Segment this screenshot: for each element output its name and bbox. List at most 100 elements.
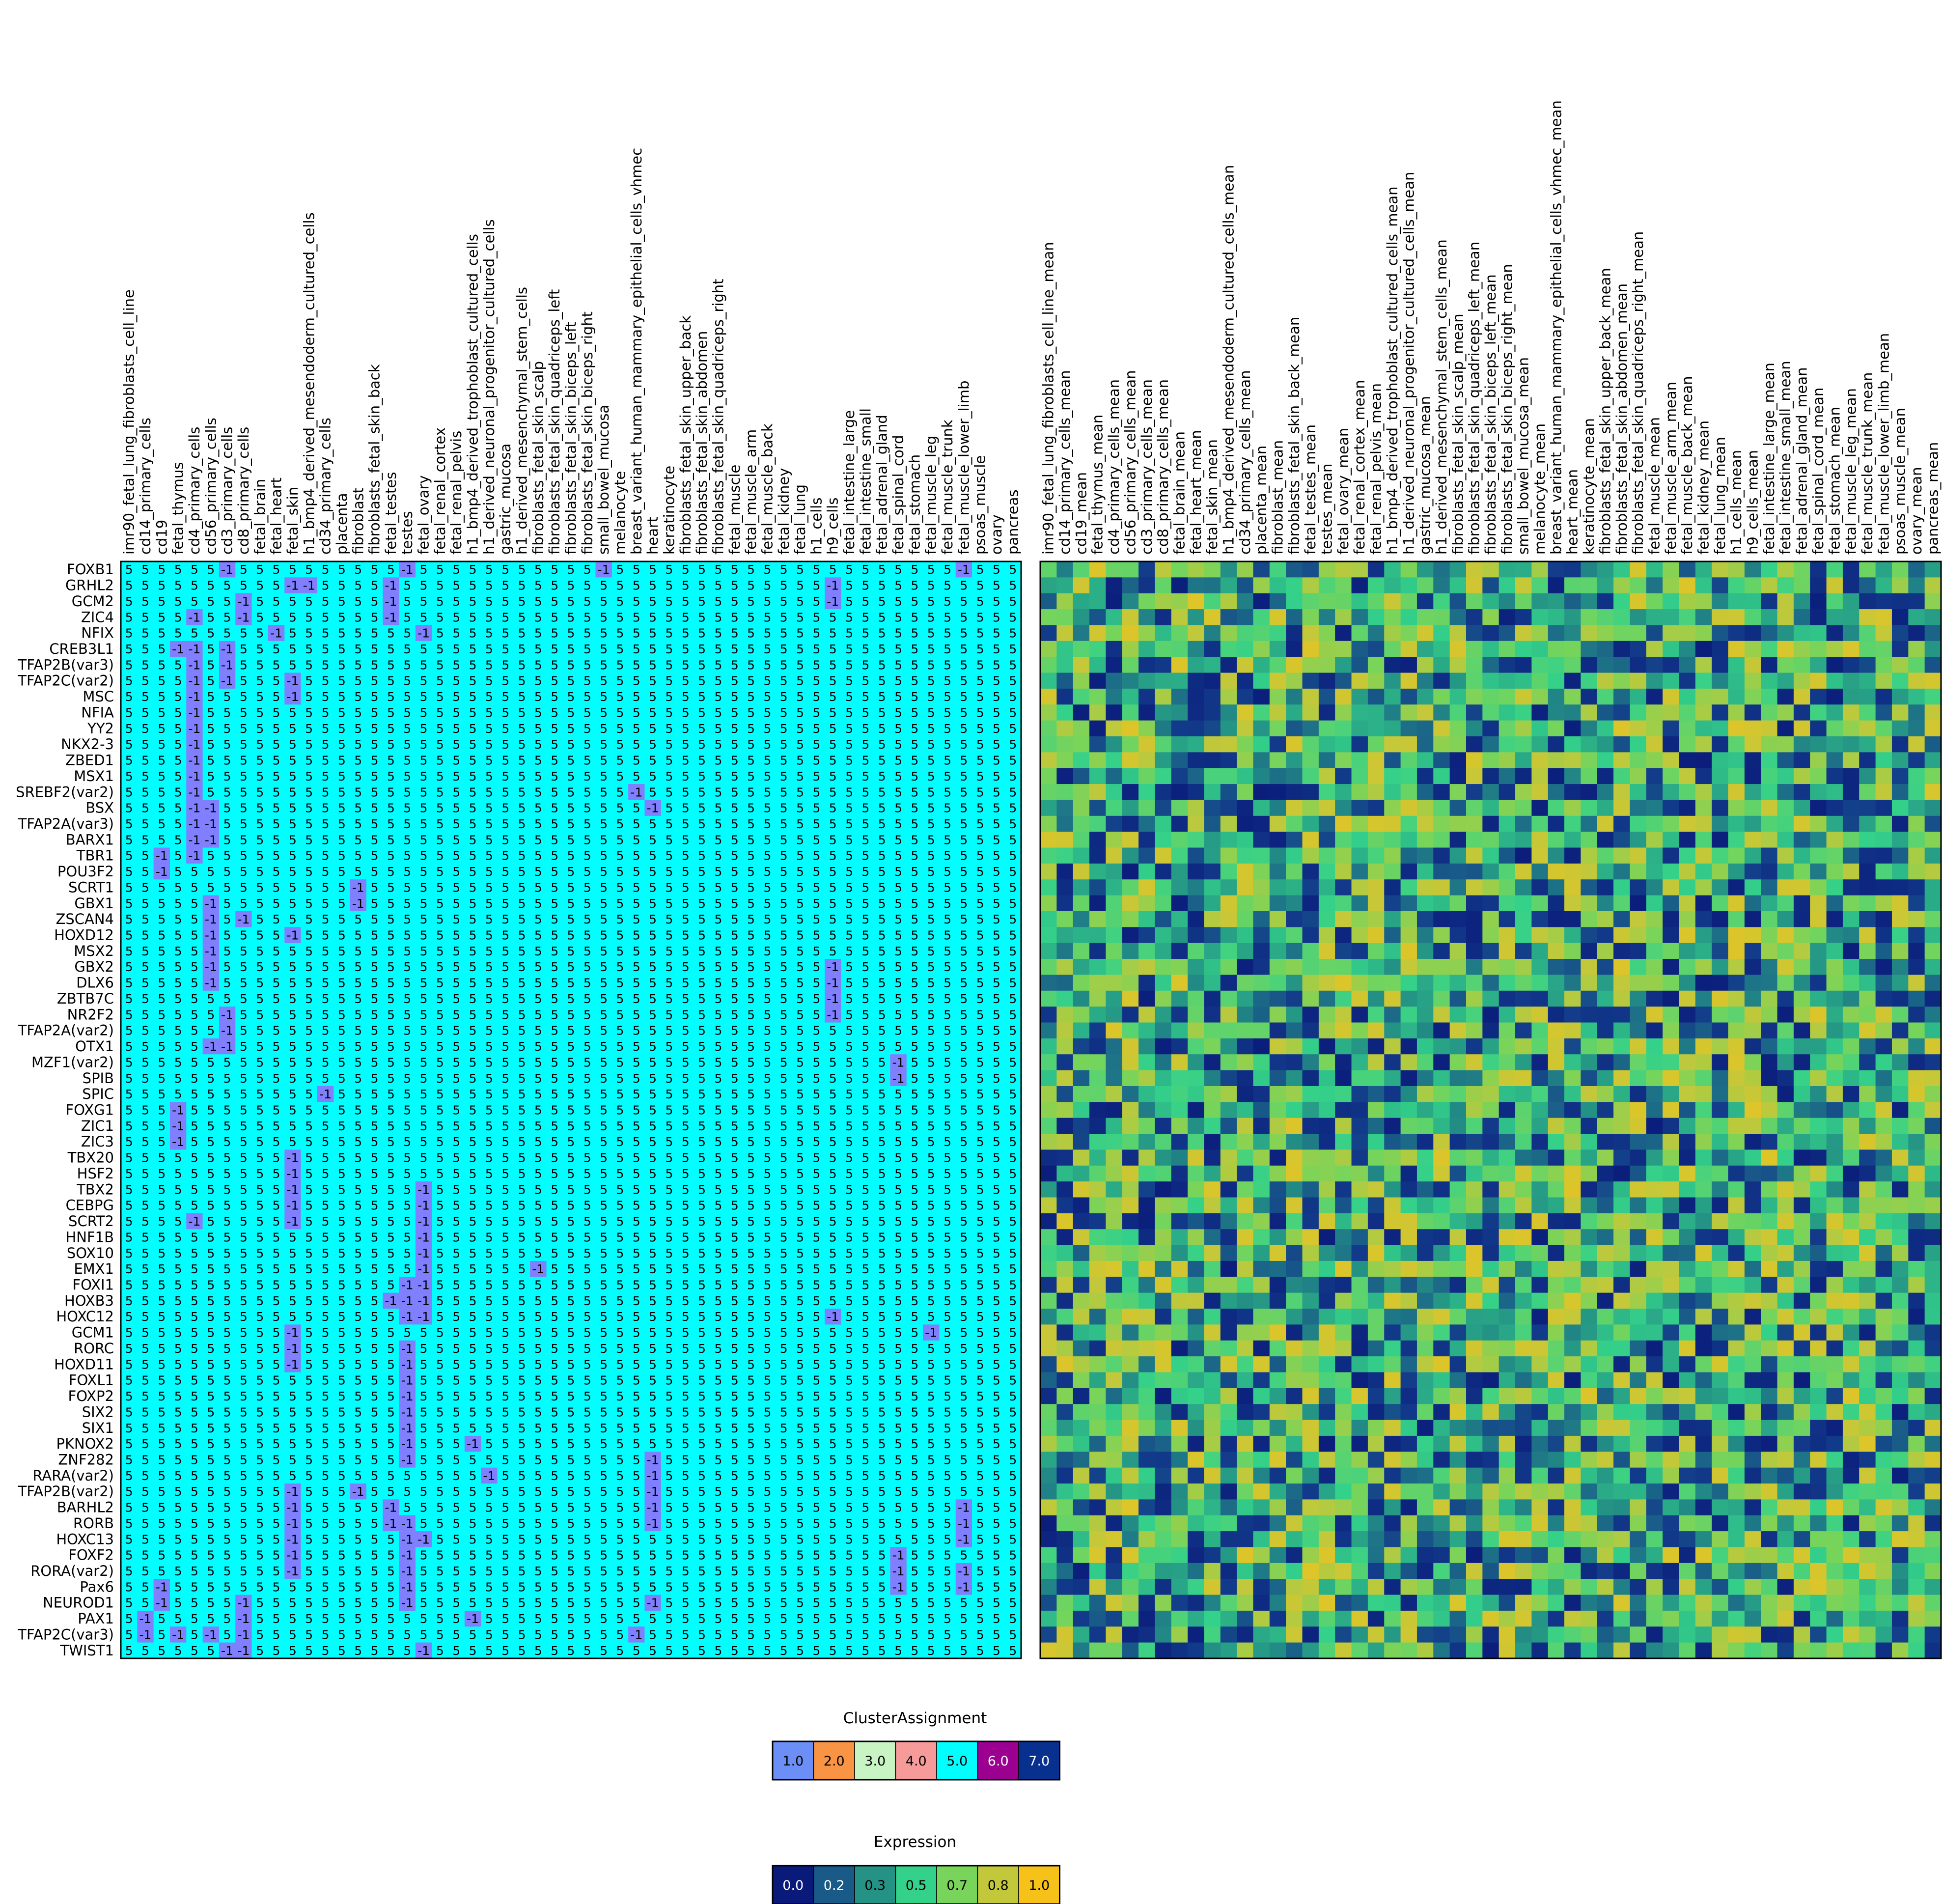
cluster-cell-label: 5 [551, 928, 558, 943]
cluster-cell-label: 5 [616, 1262, 624, 1276]
cluster-cell-label: 5 [1009, 865, 1017, 879]
cluster-cell-label: 5 [338, 705, 346, 720]
cluster-cell-label: 5 [993, 880, 1000, 895]
cluster-cell-label: 5 [960, 817, 968, 831]
cluster-cell-label: 5 [747, 785, 755, 799]
cluster-cell-label: 5 [322, 769, 330, 784]
cluster-cell-label: 5 [861, 912, 869, 926]
cluster-cell-label: 5 [993, 1055, 1000, 1069]
cluster-cell-label: 5 [469, 722, 477, 736]
cluster-cell-label: 5 [567, 754, 575, 768]
cluster-cell-label: 5 [894, 1024, 902, 1038]
cluster-cell [186, 593, 203, 610]
cluster-cell-label: 5 [125, 865, 133, 879]
cluster-cell-label: 5 [501, 880, 509, 895]
cluster-cell-label: 5 [452, 960, 460, 974]
cluster-cell-label: 5 [714, 880, 722, 895]
cluster-cell-label: 5 [731, 1039, 739, 1054]
cluster-cell-label: 5 [551, 817, 558, 831]
cluster-cell-label: 5 [747, 1199, 755, 1213]
cluster-cell-label: 5 [371, 849, 379, 863]
cluster-cell-label: 5 [845, 1262, 853, 1276]
cluster-cell-label: 5 [894, 849, 902, 863]
cluster-cell-label: 5 [322, 976, 330, 990]
cluster-cell-label: 5 [174, 880, 182, 895]
cluster-cell-label: 5 [289, 610, 297, 624]
cluster-cell-label: 5 [812, 1024, 820, 1038]
cluster-cell-label: 5 [829, 1119, 837, 1133]
cluster-cell-label: 5 [666, 610, 673, 624]
cluster-cell-label: 5 [371, 976, 379, 990]
cluster-cell-label: 5 [747, 1119, 755, 1133]
cluster-cell-label: 5 [125, 626, 133, 641]
cluster-cell-label: 5 [403, 674, 411, 688]
cluster-cell-label: 5 [387, 1119, 395, 1133]
cluster-cell-label: 5 [240, 690, 248, 704]
cluster-cell-label: 5 [452, 1135, 460, 1149]
cluster-cell-label: 5 [469, 610, 477, 624]
cluster-cell-label: 5 [616, 642, 624, 656]
cluster-heatmap: 5 5 5 5 5 5 -1 5 5 5 5 5 5 5 5 5 5 -1 5 5 5 5 5 5 5 5 5 5 5 -1 5 5 5 5 5 5 5… [120, 560, 1022, 1659]
cluster-cell-label: 5 [698, 960, 706, 974]
cluster-cell-label: 5 [861, 1008, 869, 1022]
cluster-cell-label: 5 [600, 705, 608, 720]
cluster-cell-label: 5 [223, 769, 231, 784]
cluster-cell-label: 5 [649, 944, 657, 958]
cluster-cell-label: 5 [403, 1230, 411, 1244]
cluster-cell-label: 5 [682, 1199, 690, 1213]
cluster-cell-label: 5 [240, 976, 248, 990]
cluster-cell-label: 5 [174, 801, 182, 815]
cluster-cell-label: 5 [911, 1135, 918, 1149]
cluster-cell-label: 5 [861, 1039, 869, 1054]
cluster-cell-label: 5 [371, 594, 379, 609]
cluster-cell-label: 5 [763, 928, 771, 943]
cluster-cell-label: 5 [452, 992, 460, 1006]
cluster-cell-label: 5 [240, 1199, 248, 1213]
cluster-cell-label: 5 [861, 817, 869, 831]
cluster-cell-label: 5 [780, 1135, 788, 1149]
cluster-cell-label: 5 [518, 928, 526, 943]
cluster-cell-label: 5 [158, 785, 166, 799]
cluster-cell-label: 5 [812, 992, 820, 1006]
cluster-cell-label: 5 [927, 865, 935, 879]
cluster-cell-label: 5 [371, 944, 379, 958]
cluster-cell-label: 5 [780, 865, 788, 879]
cluster-cell-label: 5 [273, 1214, 280, 1229]
cluster-cell-label: 5 [960, 896, 968, 911]
cluster-cell-label: 5 [1009, 880, 1017, 895]
cluster-cell-label: 5 [960, 880, 968, 895]
cluster-cell-label: 5 [763, 785, 771, 799]
cluster-cell-label: 5 [731, 1167, 739, 1181]
cluster-cell-label: 5 [763, 1119, 771, 1133]
cluster-cell-label: 5 [780, 1119, 788, 1133]
cluster-cell-label: 5 [141, 754, 149, 768]
cluster-cell-label: 5 [551, 1039, 558, 1054]
cluster-cell-label: 5 [125, 1230, 133, 1244]
cluster-cell-label: 5 [944, 1246, 951, 1260]
cluster-cell-label: 5 [911, 737, 918, 752]
cluster-cell [235, 561, 252, 578]
cluster-cell-label: -1 [205, 928, 217, 943]
cluster-cell-label: 5 [207, 1199, 215, 1213]
cluster-cell-label: 5 [861, 562, 869, 577]
cluster-cell-label: 5 [861, 754, 869, 768]
cluster-cell-label: 5 [501, 690, 509, 704]
cluster-cell [988, 577, 1005, 594]
cluster-cell-label: 5 [403, 1071, 411, 1086]
cluster-cell-label: 5 [518, 785, 526, 799]
cluster-cell-label: 5 [583, 1167, 591, 1181]
cluster-cell-label: 5 [960, 1199, 968, 1213]
cluster-cell-label: 5 [976, 690, 984, 704]
cluster-cell-label: 5 [240, 705, 248, 720]
cluster-cell-label: 5 [338, 737, 346, 752]
cluster-cell-label: 5 [666, 1199, 673, 1213]
cluster-cell-label: 5 [633, 1135, 640, 1149]
cluster-cell-label: 5 [289, 976, 297, 990]
cluster-cell [677, 577, 694, 594]
cluster-cell-label: 5 [583, 737, 591, 752]
cluster-cell-label: -1 [189, 610, 201, 624]
cluster-cell-label: 5 [698, 737, 706, 752]
cluster-cell-label: 5 [763, 992, 771, 1006]
cluster-cell-label: 5 [714, 769, 722, 784]
cluster-cell-label: 5 [714, 992, 722, 1006]
